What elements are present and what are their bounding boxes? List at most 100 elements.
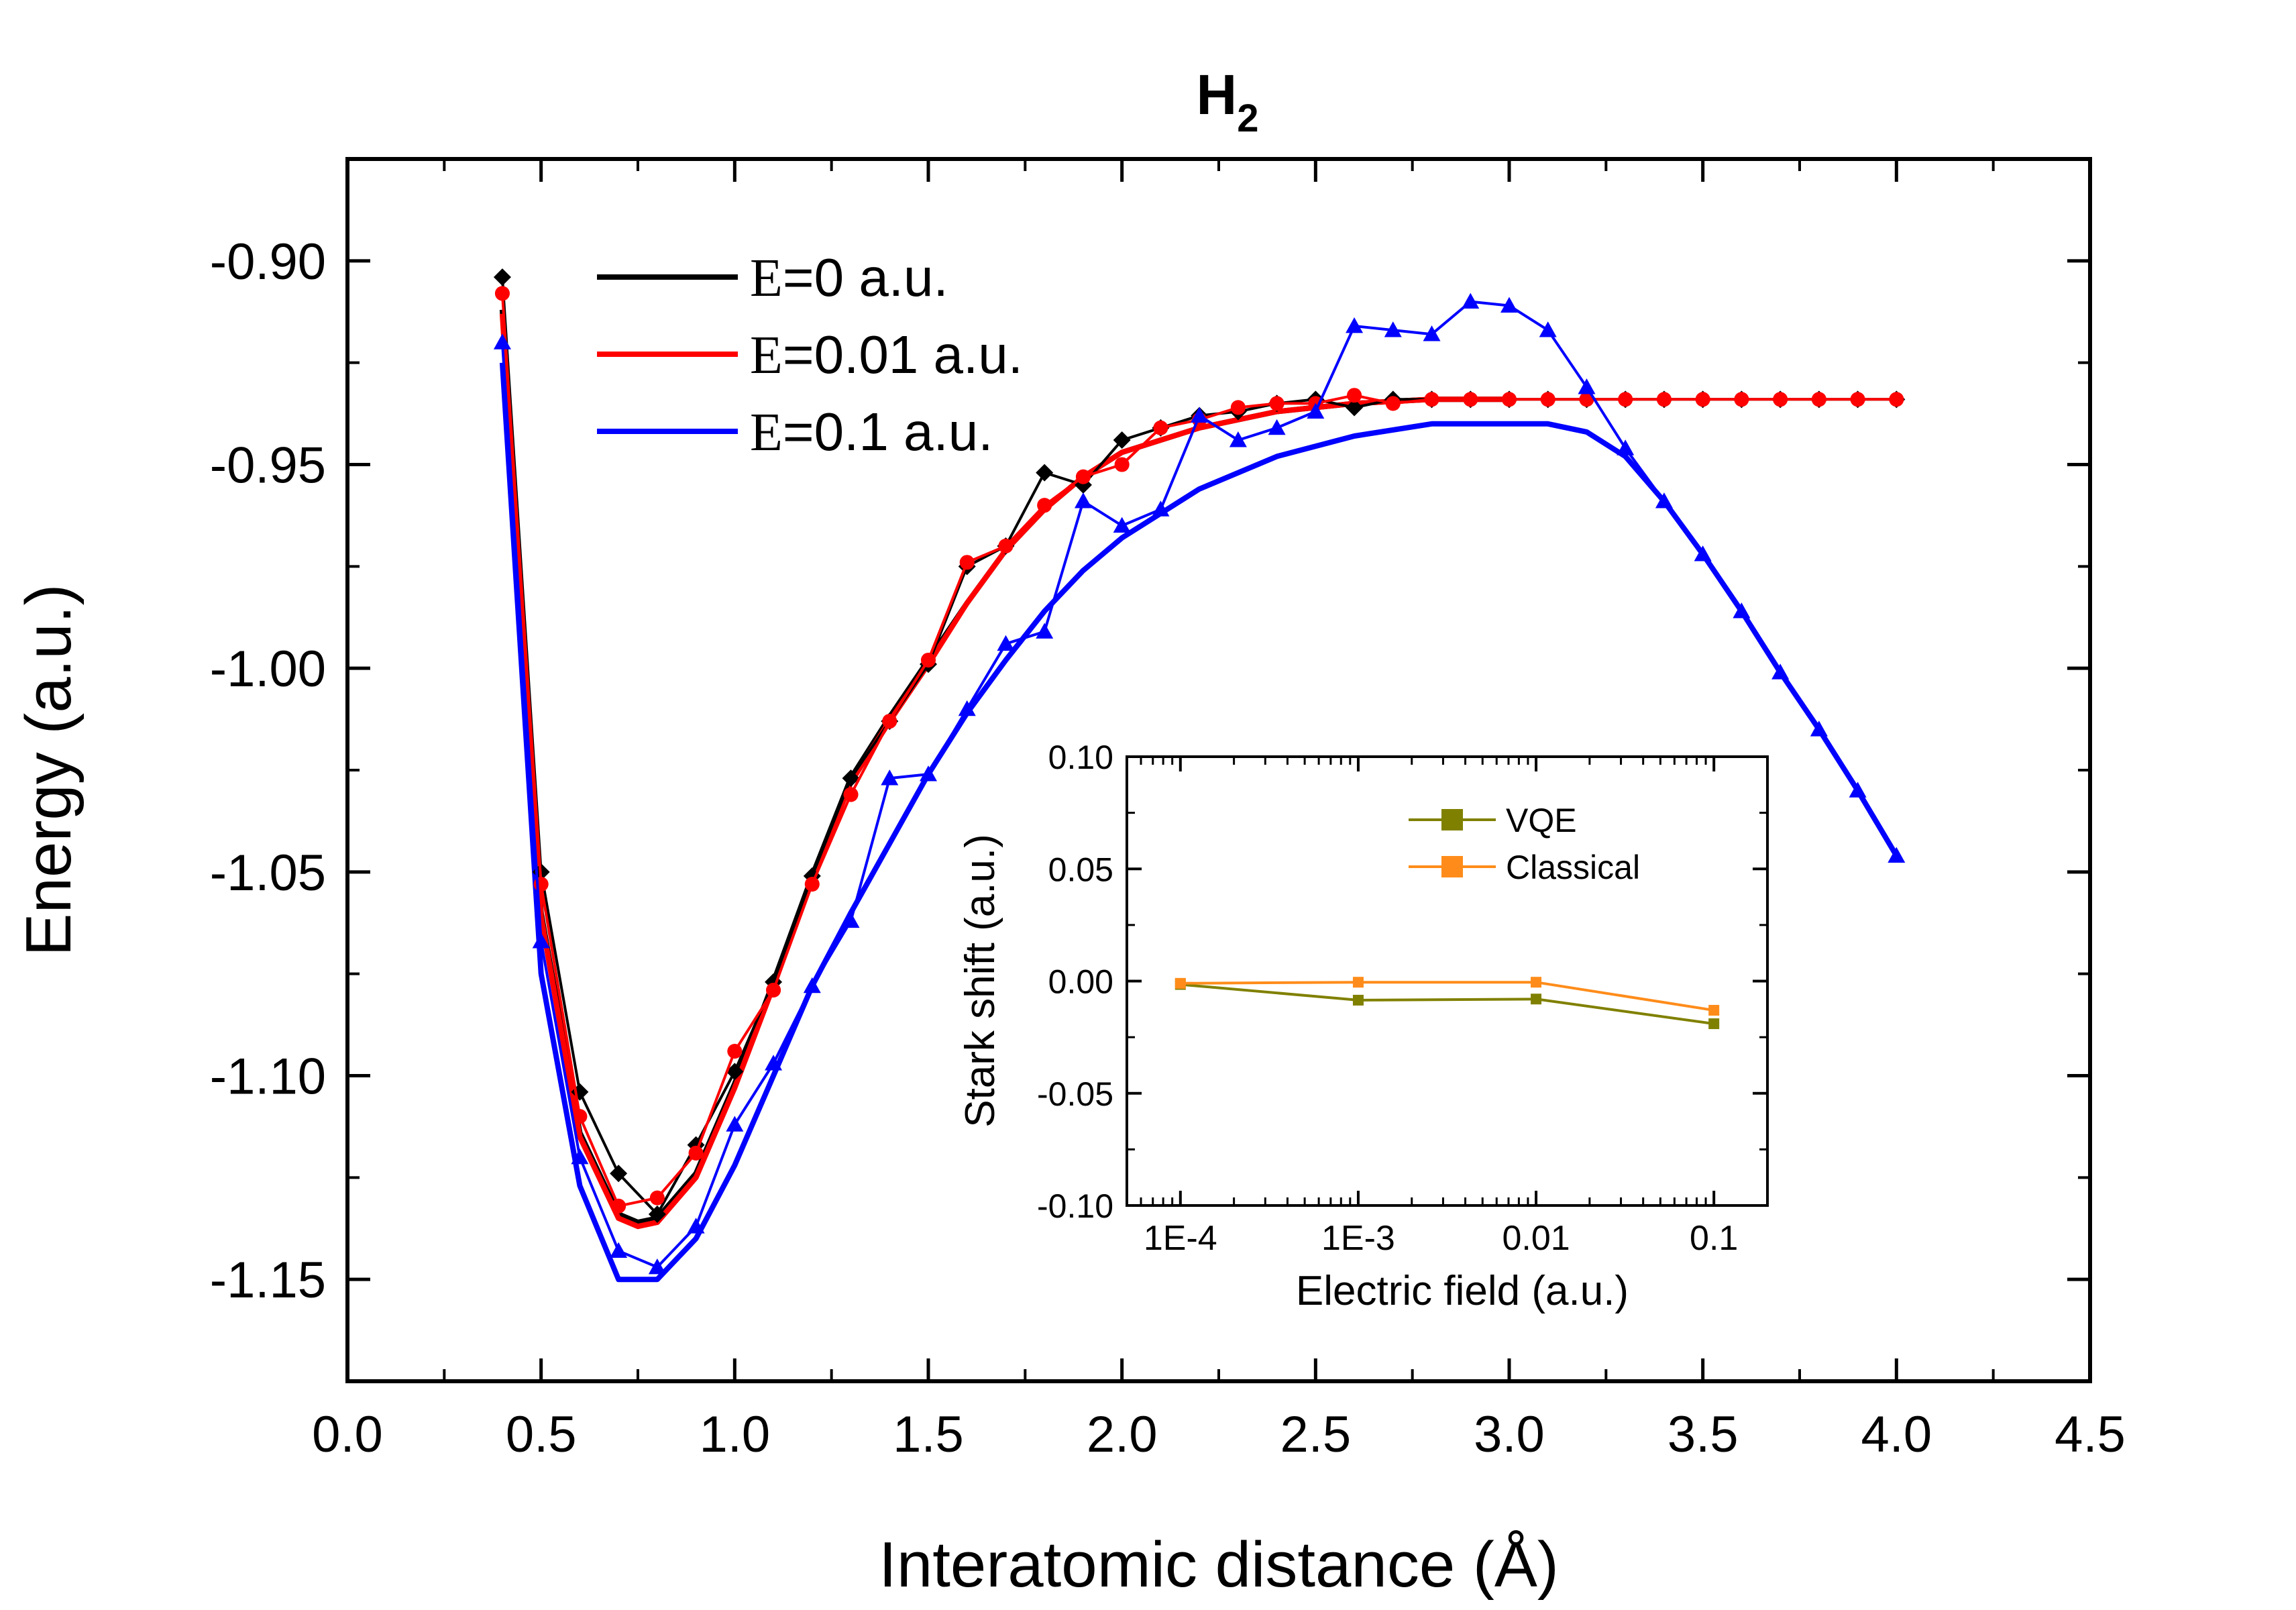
- inset-data-point: [1531, 977, 1542, 988]
- data-point: [882, 714, 897, 729]
- data-point: [1074, 492, 1092, 508]
- main-legend: E=0 a.u.E=0.01 a.u.E=0.1 a.u.: [597, 248, 1023, 462]
- inset-legend-label: Classical: [1506, 849, 1640, 886]
- data-point: [493, 333, 511, 350]
- data-point: [920, 765, 937, 782]
- inset-series-classical: [1174, 977, 1720, 1016]
- series-triangle: [493, 292, 1906, 1275]
- x-tick-label: 2.5: [1280, 1406, 1352, 1463]
- data-point: [611, 1198, 626, 1214]
- inset-y-tick-label: -0.10: [1037, 1187, 1113, 1225]
- data-point: [1423, 325, 1441, 341]
- inset-legend-label: VQE: [1506, 802, 1577, 839]
- data-point: [1385, 396, 1401, 411]
- y-tick-label: -1.10: [210, 1049, 326, 1106]
- main-title: H2: [1197, 63, 1259, 140]
- legend-label: E=0.01 a.u.: [750, 325, 1023, 385]
- data-point: [532, 932, 550, 949]
- data-point: [1501, 392, 1517, 407]
- legend-symbol: E: [750, 326, 783, 385]
- data-point: [958, 700, 976, 716]
- data-point: [1307, 402, 1325, 419]
- x-tick-label: 1.0: [700, 1406, 771, 1463]
- data-point: [1347, 388, 1362, 403]
- data-point: [687, 1218, 705, 1234]
- x-tick-label: 4.0: [1861, 1406, 1932, 1463]
- data-point: [1152, 500, 1170, 517]
- data-point: [1733, 602, 1751, 619]
- data-point: [1153, 420, 1168, 435]
- x-tick-label: 3.5: [1668, 1406, 1739, 1463]
- legend-text: =0 a.u.: [783, 248, 948, 307]
- data-point: [1346, 398, 1364, 417]
- data-point: [959, 555, 975, 570]
- data-point: [766, 982, 781, 998]
- inset-x-axis-label: Electric field (a.u.): [1296, 1268, 1629, 1314]
- data-point: [610, 1242, 628, 1258]
- y-tick-label: -0.95: [210, 437, 326, 494]
- data-point: [1229, 431, 1247, 447]
- data-point: [1888, 847, 1906, 863]
- data-point: [1811, 392, 1826, 407]
- data-point: [648, 1205, 666, 1223]
- data-point: [1889, 392, 1904, 407]
- data-point: [1539, 321, 1557, 337]
- legend-label: E=0 a.u.: [750, 248, 948, 308]
- data-point: [1036, 623, 1054, 639]
- data-point: [1036, 464, 1054, 482]
- data-point: [1113, 431, 1131, 449]
- x-tick-label: 0.0: [312, 1406, 383, 1463]
- data-point: [1771, 663, 1790, 680]
- main-chart: H2 0.0 0.5 1.0 1.5 2.0 2.5 3.0 3.5 4.0 4.5 -0.90 -0…: [13, 63, 2126, 1601]
- data-point: [765, 1055, 783, 1071]
- x-tick-label: 4.5: [2055, 1406, 2126, 1463]
- inset-x-tick-label: 1E-4: [1144, 1219, 1217, 1258]
- inset-axis-ticks: 1E-4 1E-3 0.01 0.1 0.10 0.05 0.00 -0.05 -0.10: [1037, 739, 1769, 1258]
- data-point: [1695, 392, 1710, 407]
- data-point: [1113, 517, 1131, 533]
- inset-series-line: [1180, 983, 1714, 1026]
- inset-y-tick-label: 0.10: [1048, 739, 1113, 776]
- main-y-axis-label: Energy (a.u.): [13, 584, 85, 957]
- data-point: [842, 912, 860, 928]
- inset-y-tick-label: 0.05: [1048, 851, 1113, 888]
- data-point: [1540, 392, 1555, 407]
- main-title-subscript: 2: [1237, 97, 1258, 140]
- data-point: [803, 977, 821, 994]
- data-point: [1773, 392, 1788, 407]
- inset-y-tick-label: -0.05: [1037, 1075, 1113, 1113]
- legend-symbol: E: [750, 403, 783, 462]
- legend-label: E=0.1 a.u.: [750, 402, 993, 462]
- inset-data-point: [1708, 1018, 1720, 1030]
- inset-data-point: [1174, 977, 1186, 989]
- data-point: [842, 769, 860, 788]
- main-x-axis-label: Interatomic distance (Å): [879, 1529, 1559, 1601]
- inset-series-line: [1180, 981, 1714, 1012]
- inset-chart: 1E-4 1E-3 0.01 0.1 0.10 0.05 0.00 -0.05 -0.10 El…: [957, 739, 1769, 1314]
- data-point: [1268, 419, 1286, 435]
- x-tick-label: 3.0: [1474, 1406, 1545, 1463]
- inset-y-axis-label: Stark shift (a.u.): [957, 834, 1003, 1128]
- data-point: [1578, 378, 1596, 394]
- data-point: [1424, 392, 1439, 407]
- data-point: [1462, 292, 1480, 309]
- inset-x-tick-label: 0.1: [1690, 1219, 1738, 1258]
- data-point: [1617, 439, 1635, 455]
- data-point: [1810, 720, 1828, 737]
- inset-data-point: [1352, 994, 1364, 1006]
- x-tick-label: 1.5: [893, 1406, 964, 1463]
- data-point: [1694, 545, 1712, 561]
- x-tick-label: 0.5: [506, 1406, 577, 1463]
- inset-series-group: [1174, 977, 1720, 1030]
- data-point: [493, 268, 511, 286]
- data-point: [998, 538, 1014, 554]
- y-tick-label: -1.05: [210, 845, 326, 902]
- x-tick-label: 2.0: [1087, 1406, 1158, 1463]
- data-point: [1075, 469, 1091, 484]
- data-point: [1656, 392, 1672, 407]
- data-point: [726, 1063, 744, 1081]
- y-tick-label: -0.90: [210, 233, 326, 290]
- legend-text: =0.1 a.u.: [783, 402, 993, 462]
- legend-symbol: E: [750, 249, 783, 308]
